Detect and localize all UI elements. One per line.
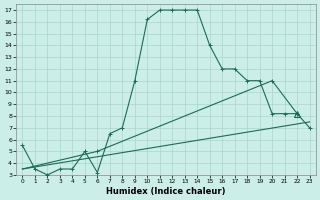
X-axis label: Humidex (Indice chaleur): Humidex (Indice chaleur) (106, 187, 226, 196)
